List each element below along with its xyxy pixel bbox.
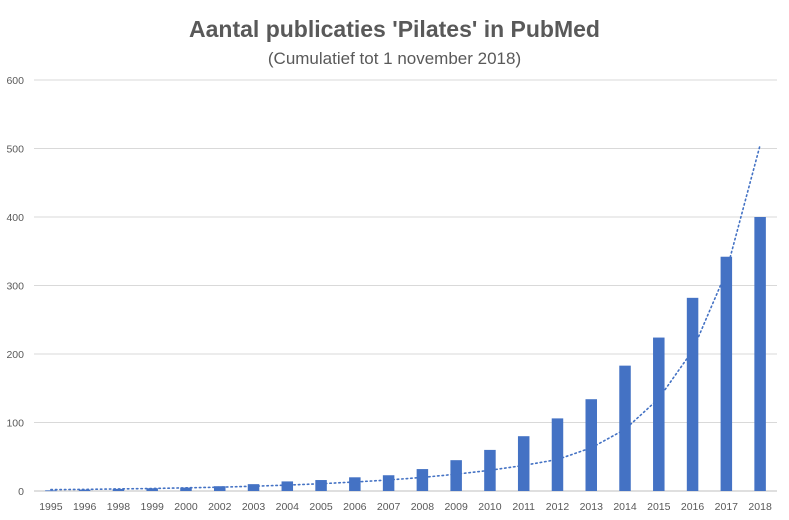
x-tick-label: 2000 <box>174 501 198 513</box>
x-tick-label: 2012 <box>546 501 570 513</box>
bar <box>416 469 429 491</box>
bar <box>720 256 733 491</box>
y-tick-label: 600 <box>6 75 24 87</box>
bar <box>450 460 462 491</box>
y-tick-label: 200 <box>6 349 24 361</box>
bar <box>247 484 260 491</box>
y-axis: 0 100 200 300 400 500 600 <box>6 75 24 498</box>
x-tick-label: 2009 <box>444 501 468 513</box>
bar <box>180 487 192 491</box>
bar <box>619 365 631 491</box>
x-tick-label: 2003 <box>242 501 266 513</box>
y-tick-label: 300 <box>6 281 24 293</box>
y-tick-label: 100 <box>6 418 24 430</box>
trendline <box>50 144 761 491</box>
bar <box>214 486 226 491</box>
x-tick-label: 2015 <box>647 501 671 513</box>
x-tick-label: 2004 <box>276 501 300 513</box>
x-tick-label: 2002 <box>208 501 232 513</box>
chart-title: Aantal publicaties 'Pilates' in PubMed <box>189 16 600 42</box>
x-tick-label: 2014 <box>613 501 637 513</box>
x-tick-label: 1996 <box>73 501 97 513</box>
bar <box>585 399 597 491</box>
x-tick-label: 2013 <box>580 501 604 513</box>
bar <box>686 297 699 491</box>
y-tick-label: 0 <box>18 486 24 498</box>
bar <box>754 217 766 491</box>
bar <box>281 481 294 491</box>
x-tick-label: 2007 <box>377 501 401 513</box>
bar <box>78 489 91 491</box>
x-tick-label: 2006 <box>343 501 367 513</box>
bar <box>382 475 395 491</box>
bar <box>551 418 564 491</box>
chart-subtitle: (Cumulatief tot 1 november 2018) <box>267 49 522 68</box>
trendline-path <box>50 144 761 491</box>
gridlines <box>34 79 777 492</box>
x-tick-label: 2005 <box>309 501 333 513</box>
x-tick-label: 2017 <box>715 501 739 513</box>
y-tick-label: 500 <box>6 144 24 156</box>
bar <box>484 449 496 491</box>
x-tick-label: 2010 <box>478 501 502 513</box>
bars <box>45 217 766 492</box>
x-tick-label: 1995 <box>39 501 63 513</box>
bar <box>315 480 327 491</box>
x-tick-label: 1998 <box>107 501 131 513</box>
x-tick-label: 2008 <box>411 501 435 513</box>
x-axis: 1995 1996 1998 1999 2000 2002 2003 2004 2005 2006… <box>39 501 772 513</box>
x-tick-label: 2018 <box>748 501 772 513</box>
y-tick-label: 400 <box>6 212 24 224</box>
bar <box>146 488 158 491</box>
bar <box>517 436 530 491</box>
bar <box>653 337 665 491</box>
bar <box>45 490 57 492</box>
bar <box>349 477 361 491</box>
x-tick-label: 2016 <box>681 501 705 513</box>
bar <box>112 488 125 491</box>
x-tick-label: 2011 <box>512 501 535 513</box>
x-tick-label: 1999 <box>141 501 165 513</box>
